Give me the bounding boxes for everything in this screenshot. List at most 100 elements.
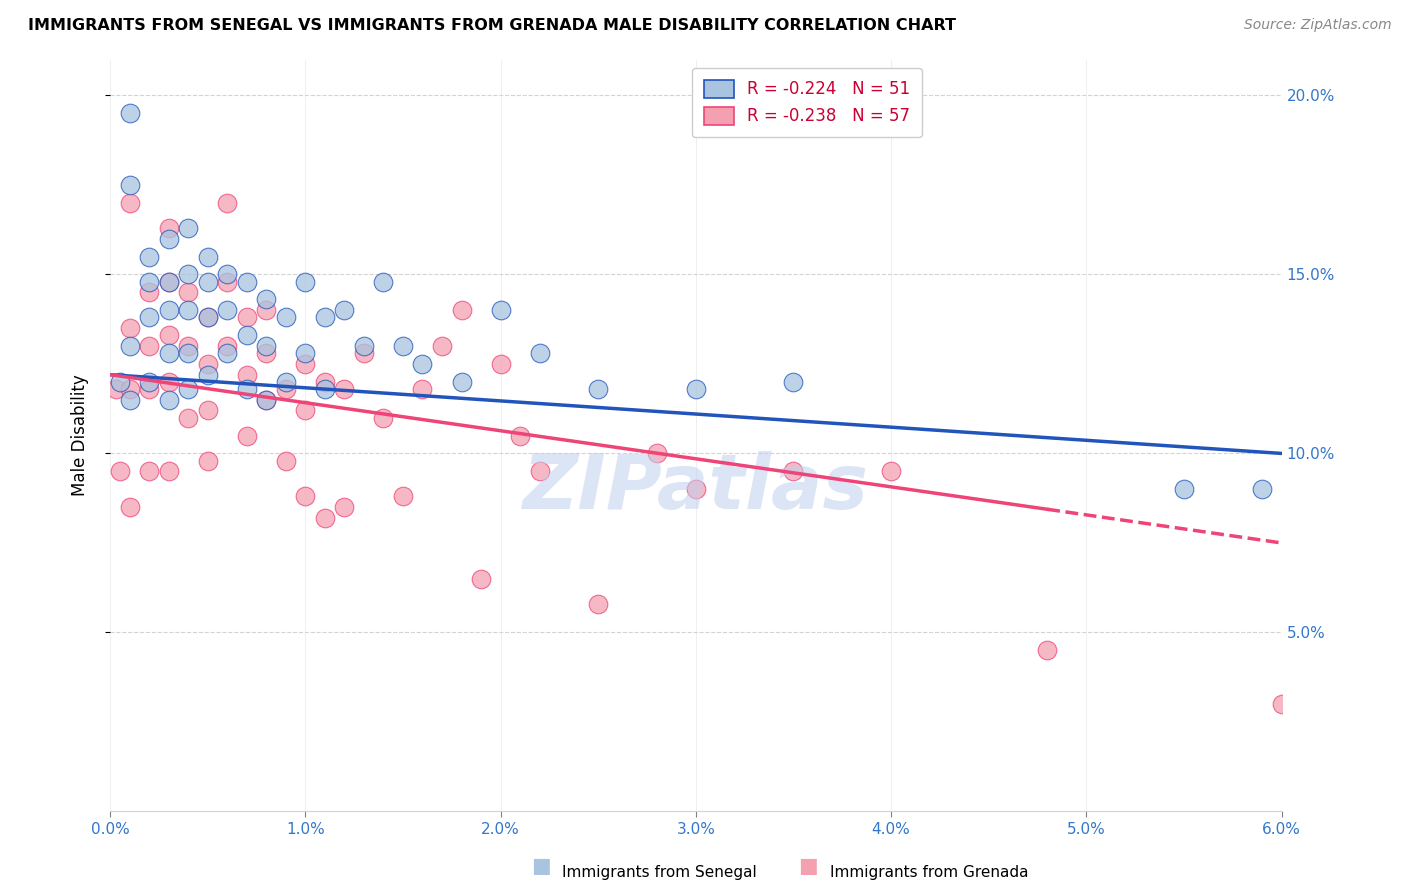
Point (314, 375, 336, 389)
Point (217, 339, 239, 353)
Point (157, 232, 180, 246)
Point (586, 597, 609, 611)
Point (274, 453, 297, 467)
Point (314, 310, 336, 325)
Point (197, 368, 219, 382)
Point (104, 382, 127, 396)
Point (138, 310, 160, 325)
Point (450, 375, 472, 389)
Point (138, 375, 160, 389)
Point (314, 382, 336, 396)
Point (118, 195, 141, 210)
Point (333, 500, 356, 515)
Point (157, 220, 180, 235)
Point (470, 572, 492, 586)
Point (1270, 697, 1292, 711)
Legend: R = -0.224   N = 51, R = -0.238   N = 57: R = -0.224 N = 51, R = -0.238 N = 57 (692, 68, 922, 137)
Point (1251, 482, 1274, 496)
Text: ■: ■ (799, 856, 818, 876)
Point (157, 328, 180, 343)
Y-axis label: Male Disability: Male Disability (72, 375, 89, 496)
Point (254, 346, 277, 360)
Point (177, 346, 200, 360)
Point (392, 489, 415, 503)
Point (197, 250, 219, 264)
Point (235, 275, 257, 289)
Point (353, 346, 375, 360)
Point (177, 339, 200, 353)
Point (157, 375, 180, 389)
Point (157, 464, 180, 478)
Point (294, 357, 316, 371)
Point (586, 382, 609, 396)
Point (138, 382, 160, 396)
Point (177, 220, 200, 235)
Point (197, 310, 219, 325)
Point (157, 275, 180, 289)
Point (235, 382, 257, 396)
Point (118, 178, 141, 192)
Text: ZIPatlas: ZIPatlas (523, 451, 869, 525)
Point (392, 339, 415, 353)
Point (157, 303, 180, 318)
Text: IMMIGRANTS FROM SENEGAL VS IMMIGRANTS FROM GRENADA MALE DISABILITY CORRELATION C: IMMIGRANTS FROM SENEGAL VS IMMIGRANTS FR… (28, 18, 956, 33)
Point (197, 403, 219, 417)
Point (333, 303, 356, 318)
Point (235, 368, 257, 382)
Point (294, 489, 316, 503)
Point (118, 321, 141, 335)
Point (274, 382, 297, 396)
Point (782, 375, 804, 389)
Point (294, 403, 316, 417)
Point (138, 250, 160, 264)
Point (138, 275, 160, 289)
Point (1173, 482, 1195, 496)
Point (118, 392, 141, 407)
Point (529, 346, 551, 360)
Point (177, 410, 200, 425)
Point (489, 303, 512, 318)
Point (217, 303, 239, 318)
Point (217, 195, 239, 210)
Point (254, 303, 277, 318)
Point (353, 339, 375, 353)
Point (235, 310, 257, 325)
Point (118, 500, 141, 515)
Point (157, 392, 180, 407)
Point (254, 293, 277, 307)
Text: Source: ZipAtlas.com: Source: ZipAtlas.com (1244, 18, 1392, 32)
Point (177, 285, 200, 300)
Point (157, 275, 180, 289)
Point (685, 482, 707, 496)
Point (118, 339, 141, 353)
Point (254, 339, 277, 353)
Point (235, 428, 257, 442)
Point (254, 392, 277, 407)
Point (529, 464, 551, 478)
Point (645, 446, 668, 460)
Point (1036, 643, 1059, 657)
Point (157, 346, 180, 360)
Point (411, 382, 433, 396)
Point (197, 275, 219, 289)
Point (373, 275, 395, 289)
Point (880, 464, 903, 478)
Text: Immigrants from Grenada: Immigrants from Grenada (830, 865, 1028, 880)
Point (118, 382, 141, 396)
Point (782, 464, 804, 478)
Point (138, 339, 160, 353)
Point (217, 346, 239, 360)
Point (197, 310, 219, 325)
Point (450, 303, 472, 318)
Point (430, 339, 453, 353)
Point (197, 453, 219, 467)
Point (489, 357, 512, 371)
Point (294, 275, 316, 289)
Point (217, 268, 239, 282)
Point (217, 275, 239, 289)
Point (254, 392, 277, 407)
Point (138, 285, 160, 300)
Text: Immigrants from Senegal: Immigrants from Senegal (562, 865, 758, 880)
Point (274, 310, 297, 325)
Point (177, 268, 200, 282)
